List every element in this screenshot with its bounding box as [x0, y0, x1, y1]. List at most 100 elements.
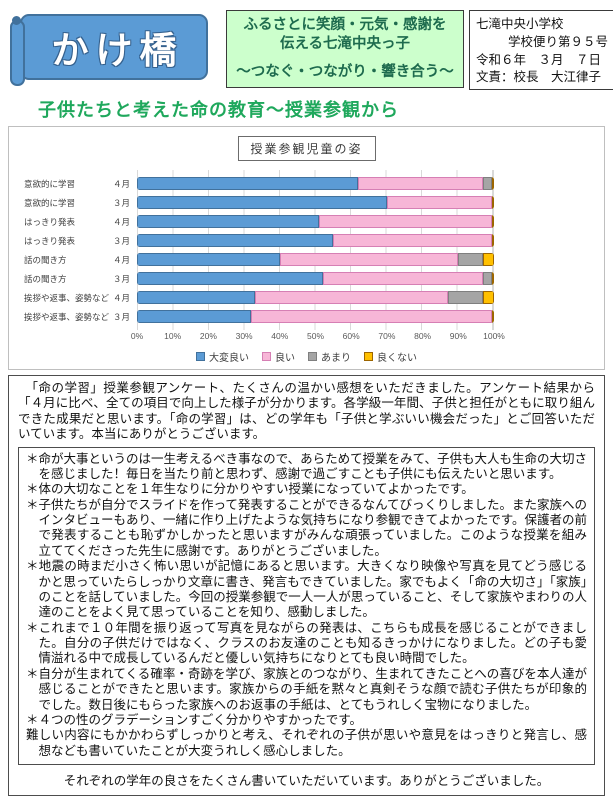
bar-segment-大変良い — [137, 253, 280, 266]
chart-rows: 意欲的に学習 ４月 意欲的に学習 ３月 はっきり発表 ４月 はっきり発表 ３月 話の聞き方 ４月話… — [19, 174, 597, 326]
bar-track — [137, 234, 494, 247]
parent-comment: ＊体の大切なことを１年生なりに分かりやすい授業になっていてよかったです。 — [26, 482, 474, 497]
legend-swatch — [262, 352, 271, 361]
bar-segment-良くない — [483, 291, 494, 304]
parent-comment: ＊これまで１０年間を振り返って写真を見ながらの発表は、こちらも成長を感じることが… — [26, 620, 587, 666]
category-month: ４月 — [112, 178, 130, 189]
title-scroll-banner: かけ橋 — [8, 8, 210, 90]
bar-segment-大変良い — [137, 272, 323, 285]
legend-label: 良くない — [377, 353, 417, 364]
parent-comment: ＊４つの性のグラデーションすごく分かりやすかったです。 — [26, 712, 363, 727]
category-label: 挨拶や返事、姿勢など ４月 — [19, 292, 137, 304]
category-name: 意欲的に学習 — [24, 178, 76, 189]
legend-swatch — [364, 352, 373, 361]
chart-row: 話の聞き方 ４月 — [19, 250, 597, 269]
chart-row: 意欲的に学習 ４月 — [19, 174, 597, 193]
bar-segment-大変良い — [137, 234, 334, 247]
bar-track — [137, 177, 494, 190]
masthead: かけ橋 ふるさとに笑顔・元気・感謝を 伝える七滝中央っ子 〜つなぐ・つながり・響… — [8, 6, 613, 94]
bar-track — [137, 291, 494, 304]
category-label: はっきり発表 ３月 — [19, 235, 137, 247]
x-tick: 80% — [414, 331, 432, 341]
bar-segment-良い — [318, 215, 492, 228]
x-tick: 40% — [271, 331, 289, 341]
chart-row: はっきり発表 ４月 — [19, 212, 597, 231]
parent-comment: 難しい内容にもかかわらずしっかりと考え、それぞれの子供が思いや意見をはっきりと発… — [26, 728, 587, 758]
x-tick: 70% — [378, 331, 396, 341]
bar-segment-大変良い — [137, 310, 252, 323]
newsletter-title: かけ橋 — [51, 30, 184, 71]
x-tick: 60% — [342, 331, 360, 341]
issue-date: 令和６年 ３月 ７日 — [476, 52, 602, 67]
school-motto-box: ふるさとに笑顔・元気・感謝を 伝える七滝中央っ子 〜つなぐ・つながり・響き合う〜 — [226, 10, 464, 88]
category-name: 意欲的に学習 — [24, 197, 76, 208]
category-name: はっきり発表 — [24, 216, 76, 227]
category-month: ４月 — [112, 254, 130, 265]
bar-segment-良くない — [492, 234, 494, 247]
bar-segment-大変良い — [137, 215, 319, 228]
category-month: ３月 — [112, 311, 130, 322]
chart-row: はっきり発表 ３月 — [19, 231, 597, 250]
bar-segment-大変良い — [137, 196, 387, 209]
bar-segment-良くない — [492, 196, 494, 209]
category-label: 話の聞き方 ３月 — [19, 273, 137, 285]
motto-tagline: 〜つなぐ・つながり・響き合う〜 — [236, 63, 454, 80]
bar-segment-良い — [322, 272, 484, 285]
bar-track — [137, 196, 494, 209]
category-label: 話の聞き方 ４月 — [19, 254, 137, 266]
school-name: 七滝中央小学校 — [476, 17, 564, 31]
bar-segment-あまり — [447, 291, 484, 304]
parent-comment: ＊地震の時まだ小さく怖い思いが記憶にあると思います。大きくなり映像や写真を見てど… — [26, 559, 587, 620]
bar-segment-あまり — [458, 253, 484, 266]
category-name: 話の聞き方 — [24, 273, 67, 284]
chart-title: 授業参観児童の姿 — [237, 136, 376, 161]
legend-label: 大変良い — [209, 353, 249, 364]
bar-track — [137, 272, 494, 285]
category-label: 意欲的に学習 ３月 — [19, 197, 137, 209]
parent-comment: ＊自分が生まれてくる確率・奇跡を学び、家族とのつながり、生まれてきたことへの喜び… — [26, 666, 587, 712]
bar-segment-良い — [254, 291, 448, 304]
category-month: ３月 — [112, 273, 130, 284]
issue-author: 文責：校長 大江律子 — [476, 70, 602, 85]
category-name: 挨拶や返事、姿勢など — [24, 311, 110, 322]
legend-swatch — [196, 352, 205, 361]
chart-x-axis: 0% 10% 20% 30% 40% 50% 60% 70% 80% 90% 100% — [131, 331, 505, 343]
scroll-roll-shape — [10, 20, 25, 86]
bar-segment-あまり — [483, 177, 492, 190]
bar-segment-大変良い — [137, 177, 359, 190]
legend-label: 良い — [275, 353, 295, 364]
scroll-shape: かけ橋 — [20, 14, 208, 80]
motto-line2: 伝える七滝中央っ子 — [279, 35, 411, 52]
bar-track — [137, 310, 494, 323]
x-tick: 20% — [199, 331, 217, 341]
category-name: はっきり発表 — [24, 235, 76, 246]
category-name: 話の聞き方 — [24, 254, 67, 265]
category-month: ３月 — [112, 235, 130, 246]
legend-label: あまり — [321, 353, 351, 364]
bar-segment-良くない — [492, 310, 494, 323]
chart-row: 挨拶や返事、姿勢など ４月 — [19, 288, 597, 307]
survey-chart: 授業参観児童の姿 意欲的に学習 ４月 意欲的に学習 ３月 はっきり発表 ４月 はっきり発表 ３… — [8, 126, 605, 370]
legend-swatch — [308, 352, 317, 361]
report-intro: 「命の学習」授業参観アンケート、たくさんの温かい感想をいただきました。アンケート… — [18, 381, 595, 442]
category-month: ３月 — [112, 197, 130, 208]
chart-legend: 大変良い 良い あまり 良くない — [9, 349, 604, 364]
school-info-box: 七滝中央小学校 学校便り第９５号 令和６年 ３月 ７日 文責：校長 大江律子 — [469, 10, 613, 90]
x-tick: 50% — [306, 331, 325, 341]
legend-item-良い: 良い — [262, 349, 295, 364]
x-tick: 90% — [449, 331, 467, 341]
motto-line1: ふるさとに笑顔・元気・感謝を — [243, 17, 447, 33]
bar-segment-大変良い — [137, 291, 255, 304]
page-title: 子供たちと考えた命の教育〜授業参観から — [38, 100, 399, 120]
scroll-knob-shape — [12, 16, 21, 25]
x-tick: 10% — [164, 331, 182, 341]
category-label: 挨拶や返事、姿勢など ３月 — [19, 311, 137, 323]
bar-segment-良くない — [483, 253, 494, 266]
x-tick: 100% — [483, 331, 505, 341]
bar-segment-良くない — [492, 272, 494, 285]
chart-row: 意欲的に学習 ３月 — [19, 193, 597, 212]
bar-segment-良い — [358, 177, 484, 190]
legend-item-あまり: あまり — [308, 349, 351, 364]
parent-comment: ＊命が大事というのは一生考えるべき事なので、あらためて授業をみて、子供も大人も生… — [26, 451, 588, 481]
